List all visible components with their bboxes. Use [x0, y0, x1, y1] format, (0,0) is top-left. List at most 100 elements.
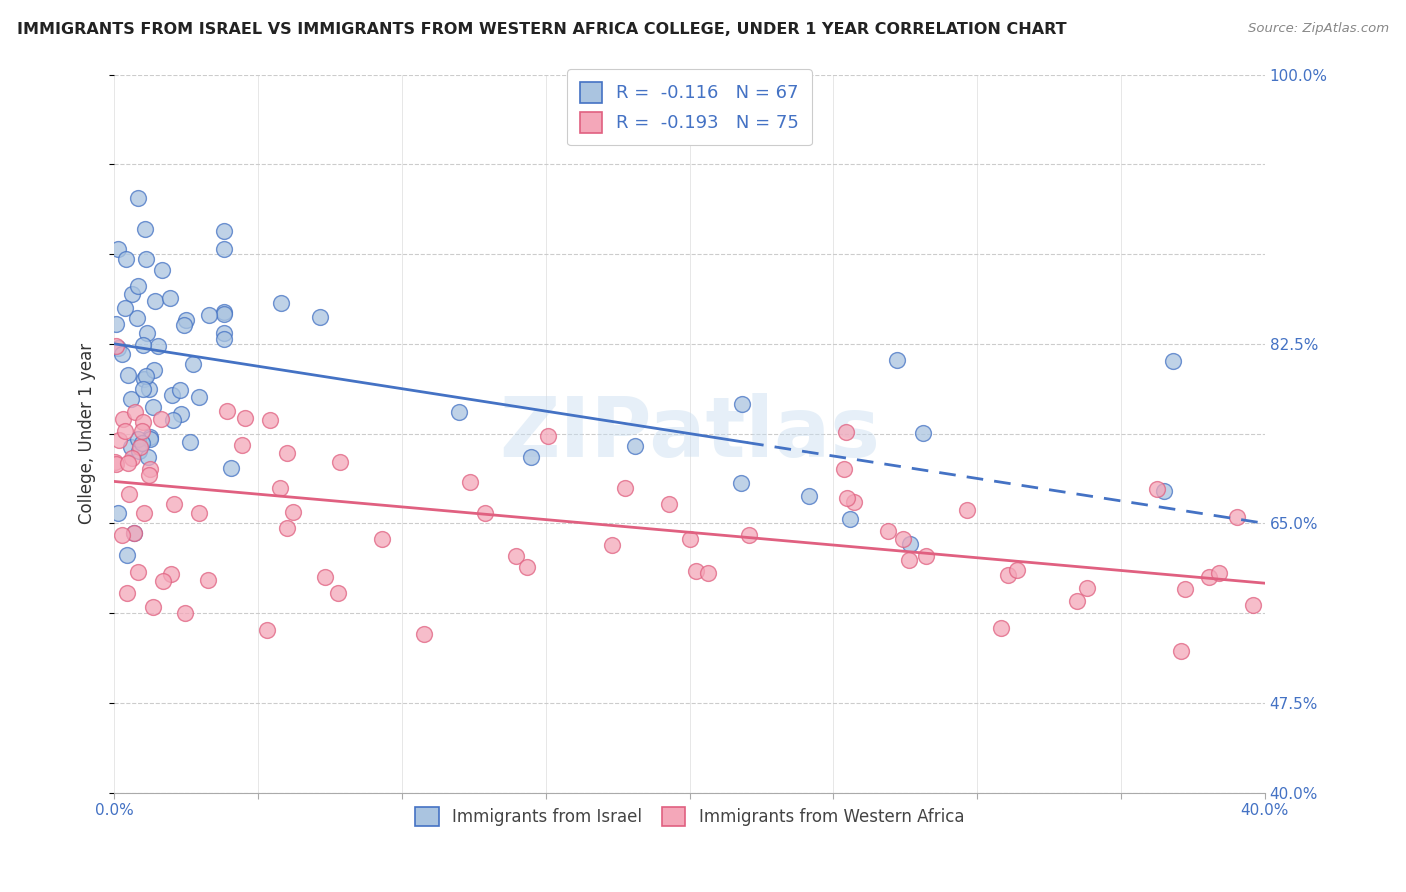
Point	[1153, 483, 1175, 498]
Point	[145, 294, 167, 309]
Point	[685, 564, 707, 578]
Point	[132, 338, 155, 352]
Point	[117, 456, 139, 470]
Point	[120, 392, 142, 406]
Point	[197, 573, 219, 587]
Point	[181, 357, 204, 371]
Point	[174, 312, 197, 326]
Point	[329, 455, 352, 469]
Point	[135, 252, 157, 266]
Point	[898, 537, 921, 551]
Point	[886, 353, 908, 368]
Point	[898, 553, 921, 567]
Point	[104, 455, 127, 469]
Point	[170, 407, 193, 421]
Point	[215, 404, 238, 418]
Point	[112, 412, 135, 426]
Point	[114, 424, 136, 438]
Point	[127, 191, 149, 205]
Point	[516, 559, 538, 574]
Point	[835, 425, 858, 439]
Point	[139, 430, 162, 444]
Point	[1170, 643, 1192, 657]
Text: Source: ZipAtlas.com: Source: ZipAtlas.com	[1249, 22, 1389, 36]
Point	[136, 450, 159, 464]
Point	[520, 450, 543, 464]
Point	[730, 475, 752, 490]
Point	[187, 390, 209, 404]
Point	[120, 440, 142, 454]
Point	[136, 326, 159, 341]
Point	[326, 586, 349, 600]
Point	[460, 475, 482, 489]
Point	[115, 549, 138, 563]
Point	[187, 506, 209, 520]
Point	[1241, 598, 1264, 612]
Point	[107, 242, 129, 256]
Point	[134, 372, 156, 386]
Point	[105, 339, 128, 353]
Point	[149, 411, 172, 425]
Point	[537, 429, 560, 443]
Point	[914, 549, 936, 564]
Point	[118, 487, 141, 501]
Text: ZIPatlas: ZIPatlas	[499, 393, 880, 474]
Point	[1208, 566, 1230, 580]
Point	[152, 574, 174, 588]
Point	[1066, 594, 1088, 608]
Point	[107, 506, 129, 520]
Point	[270, 295, 292, 310]
Legend: Immigrants from Israel, Immigrants from Western Africa: Immigrants from Israel, Immigrants from …	[406, 798, 973, 835]
Point	[150, 263, 173, 277]
Point	[269, 482, 291, 496]
Point	[231, 437, 253, 451]
Point	[1076, 582, 1098, 596]
Point	[212, 242, 235, 256]
Text: IMMIGRANTS FROM ISRAEL VS IMMIGRANTS FROM WESTERN AFRICA COLLEGE, UNDER 1 YEAR C: IMMIGRANTS FROM ISRAEL VS IMMIGRANTS FRO…	[17, 22, 1067, 37]
Point	[104, 457, 127, 471]
Point	[624, 439, 647, 453]
Point	[163, 497, 186, 511]
Point	[121, 450, 143, 465]
Point	[111, 528, 134, 542]
Point	[159, 291, 181, 305]
Point	[1007, 563, 1029, 577]
Point	[370, 533, 392, 547]
Point	[956, 502, 979, 516]
Point	[1161, 353, 1184, 368]
Point	[160, 388, 183, 402]
Point	[797, 489, 820, 503]
Point	[233, 411, 256, 425]
Point	[143, 363, 166, 377]
Point	[131, 435, 153, 450]
Point	[159, 566, 181, 581]
Point	[600, 538, 623, 552]
Point	[1226, 509, 1249, 524]
Point	[844, 495, 866, 509]
Point	[314, 570, 336, 584]
Point	[614, 481, 637, 495]
Point	[131, 415, 153, 429]
Point	[139, 433, 162, 447]
Point	[162, 413, 184, 427]
Point	[138, 467, 160, 482]
Point	[308, 310, 330, 324]
Point	[128, 440, 150, 454]
Point	[212, 305, 235, 319]
Point	[259, 413, 281, 427]
Point	[173, 318, 195, 332]
Point	[413, 627, 436, 641]
Point	[219, 461, 242, 475]
Point	[111, 347, 134, 361]
Point	[256, 623, 278, 637]
Point	[115, 252, 138, 266]
Point	[122, 526, 145, 541]
Point	[276, 521, 298, 535]
Point	[131, 424, 153, 438]
Point	[212, 224, 235, 238]
Y-axis label: College, Under 1 year: College, Under 1 year	[79, 343, 96, 524]
Point	[124, 405, 146, 419]
Point	[658, 497, 681, 511]
Point	[276, 446, 298, 460]
Point	[108, 433, 131, 447]
